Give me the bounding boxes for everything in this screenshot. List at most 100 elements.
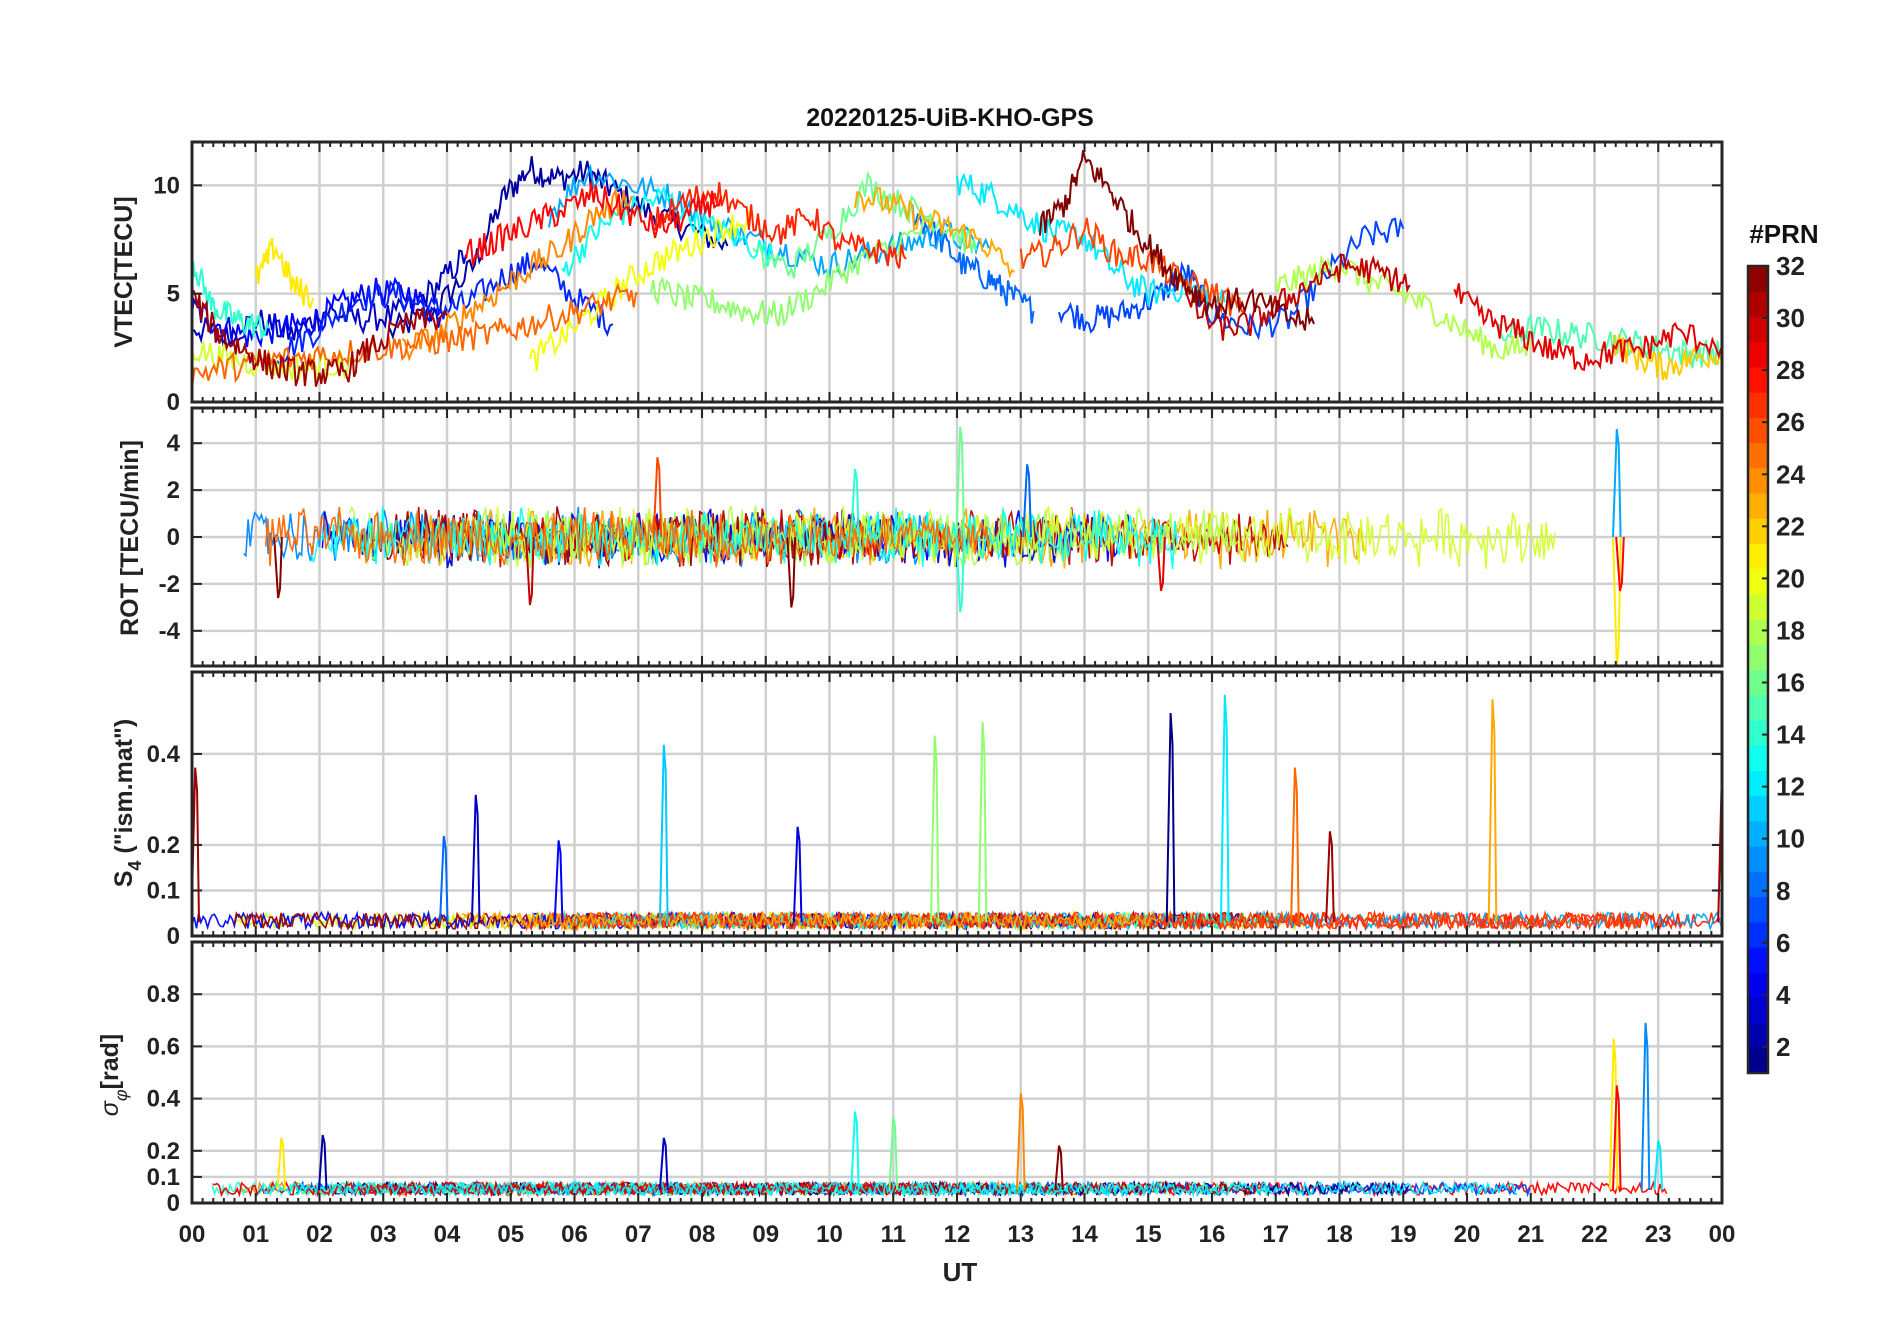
colorbar-frame: [1746, 264, 1770, 1075]
colorbar-swatch: [1748, 442, 1768, 469]
colorbar-tick-label: 24: [1776, 459, 1805, 489]
sigma-phi-spike-prn-21: [1608, 1038, 1619, 1191]
colorbar-tick-label: 20: [1776, 563, 1805, 593]
sigma-phi-spike-prn-28: [1612, 1085, 1622, 1191]
sigma-phi-spike-prn-32: [1054, 1145, 1064, 1191]
rot-series-group: [243, 426, 1625, 666]
colorbar-tick-label: 12: [1776, 772, 1805, 802]
vtec-series-prn-14: [192, 261, 270, 339]
rot-spike-prn-32: [273, 536, 283, 599]
colorbar-swatch: [1748, 568, 1768, 595]
x-tick-label: 21: [1517, 1221, 1544, 1248]
colorbar-swatch: [1748, 921, 1768, 948]
colorbar-swatch: [1748, 1022, 1768, 1049]
x-tick-label: 03: [370, 1221, 397, 1248]
colorbar-swatch: [1748, 518, 1768, 545]
x-tick-label: 04: [434, 1221, 461, 1248]
colorbar-swatch: [1748, 846, 1768, 872]
vtec-series-prn-32: [1038, 150, 1315, 331]
colorbar-title: #PRN: [1749, 219, 1818, 249]
vtec-series-prn-21: [254, 237, 315, 310]
x-tick-label: 13: [1007, 1221, 1034, 1248]
x-tick-label: 09: [752, 1221, 779, 1248]
sigma-phi-grid: [192, 942, 1722, 1203]
rot-spike-prn-14: [955, 536, 965, 613]
colorbar-swatch: [1748, 644, 1768, 671]
rot-ytick-label: 4: [167, 430, 181, 457]
x-tick-label: 12: [944, 1221, 971, 1248]
s4-spike-prn-4: [792, 826, 803, 923]
sigma-phi-spike-prn-16: [888, 1116, 899, 1191]
rot-ytick-label: -2: [159, 571, 180, 598]
colorbar-swatch: [1748, 392, 1768, 418]
vtec-series-prn-28: [465, 182, 723, 266]
colorbar-swatch: [1748, 543, 1768, 570]
vtec-panel: VTEC[TECU] 0 5 10: [110, 140, 1724, 416]
sigma-phi-noise-trace: [257, 1179, 1518, 1198]
sigma-phi-ytick-label: 0.8: [147, 981, 180, 1008]
colorbar-tick-label: 30: [1776, 303, 1805, 333]
colorbar-tick-label: 16: [1776, 668, 1805, 698]
s4-ytick-label: 0: [167, 923, 180, 950]
x-tick-label: 10: [816, 1221, 843, 1248]
colorbar-swatch: [1748, 291, 1768, 318]
colorbar-tick-label: 26: [1776, 407, 1805, 437]
rot-spike-prn-16: [955, 426, 965, 538]
sigma-phi-spike-prn-12: [1653, 1140, 1664, 1191]
colorbar-tick-label: 22: [1776, 511, 1805, 541]
s4-spike-prn-8: [439, 835, 449, 923]
vtec-series-prn-25: [192, 282, 639, 388]
sigma-phi-spike-prn-13: [850, 1111, 860, 1191]
sigma-phi-ytick-label: 0.2: [147, 1138, 180, 1165]
x-tick-label: 01: [242, 1221, 269, 1248]
x-tick-label: 18: [1326, 1221, 1353, 1248]
sigma-phi-series-group: [211, 1022, 1668, 1198]
sigma-phi-ytick-label: 0: [167, 1190, 180, 1217]
s4-noise-trace: [461, 909, 1158, 932]
sigma-phi-spike-prn-21: [276, 1137, 287, 1191]
vtec-series-prn-5: [192, 276, 442, 349]
x-tick-label: 06: [561, 1221, 588, 1248]
colorbar-swatch: [1748, 366, 1768, 393]
vtec-series-prn-12: [956, 172, 1226, 309]
colorbar-tick-label: 4: [1776, 980, 1791, 1010]
sigma-phi-ytick-label: 0.6: [147, 1033, 180, 1060]
colorbar-swatch: [1748, 266, 1768, 292]
x-tick-label: 22: [1581, 1221, 1608, 1248]
figure-title: 20220125-UiB-KHO-GPS: [806, 104, 1094, 132]
colorbar-swatch: [1748, 417, 1768, 444]
vtec-ytick-label: 10: [153, 172, 180, 199]
sigma-phi-spike-prn-2: [317, 1134, 328, 1191]
colorbar-swatch: [1748, 896, 1768, 923]
vtec-series-prn-30: [1185, 253, 1411, 341]
colorbar-swatch: [1748, 820, 1768, 847]
s4-spike-prn-25: [1290, 767, 1300, 923]
x-tick-label: 19: [1390, 1221, 1417, 1248]
rot-spike-prn-8: [1022, 464, 1032, 538]
vtec-series-prn-23: [854, 187, 1015, 279]
colorbar-swatch: [1748, 972, 1768, 998]
vtec-series-prn-26: [1019, 217, 1245, 317]
colorbar-swatch: [1748, 946, 1768, 973]
x-tick-labels: 00 01 02 03 04 05 06 07 08 09 10 11 12 13 14 15 16 17 18 19…: [179, 1221, 1736, 1248]
colorbar-swatch: [1748, 669, 1768, 696]
colorbar-swatch: [1748, 997, 1768, 1024]
vtec-series-prn-16: [752, 171, 978, 279]
sigma-phi-ytick-label: 0.4: [147, 1086, 181, 1113]
colorbar-swatch: [1748, 1047, 1768, 1074]
colorbar-swatch: [1748, 492, 1768, 519]
rot-spike-prn-28: [1615, 536, 1625, 592]
rot-spike-prn-32: [786, 536, 797, 608]
vtec-series-prn-17: [650, 215, 933, 327]
s4-spike-prn-3: [470, 794, 481, 923]
colorbar-swatch: [1748, 619, 1768, 645]
vtec-series-prn-31: [192, 289, 448, 387]
s4-ytick-label: 0.2: [147, 832, 180, 859]
x-tick-label: 00: [1709, 1221, 1736, 1248]
colorbar-swatch: [1748, 593, 1768, 620]
rot-ytick-label: 2: [167, 477, 180, 504]
s4-ytick-label: 0.1: [147, 877, 180, 904]
colorbar-tick-label: 8: [1776, 876, 1790, 906]
vtec-series-prn-8: [911, 204, 1035, 324]
